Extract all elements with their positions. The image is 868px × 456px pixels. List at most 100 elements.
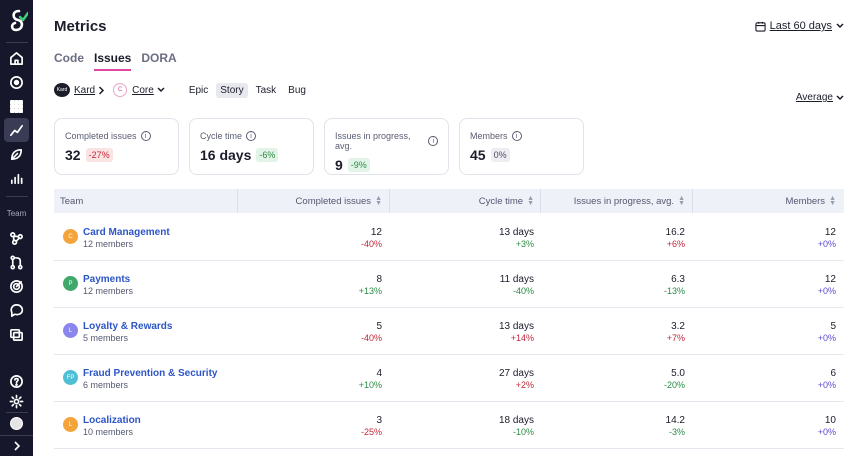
members-cell: 10 +0% — [817, 415, 836, 437]
aggregation-label: Average — [795, 92, 833, 103]
issue-type-epic[interactable]: Epic — [188, 84, 209, 96]
metric-delta: 0% — [490, 148, 510, 162]
team-member-count: 12 members — [83, 286, 134, 296]
table-row[interactable]: C Card Management 12 members 12 -40% 13 d… — [54, 214, 844, 261]
completed-cell: 12 -40% — [360, 227, 382, 249]
team-badge: C — [113, 83, 128, 97]
org-logo: Kard — [54, 83, 70, 97]
issue-type-story[interactable]: Story — [216, 82, 248, 98]
metric-value: 9 — [335, 157, 343, 173]
sidebar-divider — [6, 196, 28, 197]
page-title: Metrics — [54, 18, 107, 35]
column-header-in-progress[interactable]: Issues in progress, avg. ▲ ▼ — [573, 195, 685, 207]
team-avatar: P — [63, 276, 78, 291]
team-selector[interactable]: Core — [132, 84, 154, 96]
team-member-count: 6 members — [83, 380, 129, 390]
table-row[interactable]: FP Fraud Prevention & Security 6 members… — [54, 355, 844, 402]
org-breadcrumb[interactable]: Kard — [74, 84, 96, 96]
metric-card-members: Members i 45 0% — [459, 118, 584, 175]
members-cell: 5 +0% — [817, 321, 836, 343]
home-icon[interactable] — [8, 50, 25, 67]
column-header-completed[interactable]: Completed issues ▲ ▼ — [295, 195, 382, 207]
info-icon[interactable]: i — [246, 131, 257, 141]
team-member-count: 5 members — [83, 333, 129, 343]
column-divider — [540, 189, 541, 213]
table-row[interactable]: L Localization 10 members 3 -25% 18 days -… — [54, 402, 844, 449]
issue-type-bug[interactable]: Bug — [288, 84, 306, 96]
column-header-cycle-time[interactable]: Cycle time ▲ ▼ — [478, 195, 534, 207]
completed-cell: 5 -40% — [360, 321, 382, 343]
column-divider — [692, 189, 693, 213]
table-row[interactable]: L Loyalty & Rewards 5 members 5 -40% 13 d… — [54, 308, 844, 355]
metric-value: 16 days — [200, 147, 252, 163]
info-icon[interactable]: i — [511, 131, 522, 141]
chevron-down-icon — [836, 94, 844, 100]
team-nodes-icon[interactable] — [8, 230, 25, 247]
info-icon[interactable]: i — [140, 131, 151, 141]
table-row[interactable]: P Payments 12 members 8 +13% 11 days -40% … — [54, 261, 844, 308]
chevron-right-icon — [13, 441, 20, 451]
team-name-link[interactable]: Payments — [83, 274, 131, 285]
radar-icon[interactable] — [8, 278, 25, 295]
windows-icon[interactable] — [8, 326, 25, 343]
aggregation-selector[interactable]: Average — [796, 92, 844, 103]
cycle-time-cell: 27 days +2% — [498, 368, 534, 390]
chevron-down-icon — [836, 23, 844, 29]
column-divider — [237, 189, 238, 213]
issue-type-filter: Epic Story Task Bug — [185, 82, 310, 98]
in-progress-cell: 5.0 -20% — [663, 368, 685, 390]
team-name-link[interactable]: Card Management — [83, 227, 170, 238]
metric-delta: -9% — [347, 158, 370, 172]
column-header-members[interactable]: Members ▲ ▼ — [785, 195, 836, 207]
cycle-time-cell: 18 days -10% — [498, 415, 534, 437]
in-progress-cell: 6.3 -13% — [663, 274, 685, 296]
calendar-icon — [754, 21, 766, 32]
metric-value: 45 — [470, 147, 486, 163]
info-icon[interactable]: i — [428, 136, 438, 146]
expand-sidebar-button[interactable] — [0, 435, 33, 456]
sidebar-divider — [6, 412, 28, 413]
git-merge-icon[interactable] — [8, 254, 25, 271]
leaf-icon[interactable] — [8, 146, 25, 163]
metrics-chart-icon[interactable] — [8, 122, 25, 139]
team-name-link[interactable]: Fraud Prevention & Security — [83, 368, 218, 379]
chevron-down-icon[interactable] — [157, 87, 165, 93]
tab-dora[interactable]: DORA — [141, 51, 177, 65]
members-cell: 12 +0% — [817, 227, 836, 249]
metric-label: Members — [470, 131, 508, 141]
team-avatar: C — [63, 229, 78, 244]
metric-delta: -6% — [256, 148, 279, 162]
team-name-link[interactable]: Localization — [83, 415, 141, 426]
chat-icon[interactable] — [8, 302, 25, 319]
in-progress-cell: 16.2 +6% — [665, 227, 685, 249]
column-header-team[interactable]: Team — [60, 195, 84, 207]
team-member-count: 10 members — [83, 427, 134, 437]
app-logo-icon[interactable] — [6, 8, 28, 34]
in-progress-cell: 3.2 +7% — [666, 321, 685, 343]
tab-issues[interactable]: Issues — [94, 51, 132, 71]
filter-bar: Kard Kard C Core Epic Story Task Bug — [54, 82, 310, 98]
chevron-right-icon — [99, 85, 105, 95]
metric-delta: -27% — [85, 148, 113, 162]
sidebar: Team — [0, 0, 33, 456]
tab-code[interactable]: Code — [54, 51, 84, 65]
metrics-tabs: Code Issues DORA — [54, 51, 177, 71]
team-avatar: FP — [63, 370, 78, 385]
target-icon[interactable] — [8, 74, 25, 91]
table-header: Team Completed issues ▲ ▼ Cycle time ▲ ▼ Iss… — [54, 189, 844, 213]
completed-cell: 3 -25% — [360, 415, 382, 437]
date-range-label: Last 60 days — [769, 20, 832, 32]
cycle-time-cell: 13 days +14% — [498, 321, 534, 343]
issue-type-task[interactable]: Task — [255, 84, 277, 96]
team-name-link[interactable]: Loyalty & Rewards — [83, 321, 173, 332]
sort-icon: ▲ ▼ — [527, 195, 534, 207]
sidebar-section-label: Team — [6, 209, 27, 218]
grid-icon[interactable] — [8, 98, 25, 115]
date-range-selector[interactable]: Last 60 days — [754, 20, 844, 32]
user-avatar[interactable] — [10, 417, 23, 430]
bar-chart-icon[interactable] — [8, 170, 25, 187]
sort-icon: ▲ ▼ — [375, 195, 382, 207]
help-icon[interactable] — [8, 373, 25, 390]
cycle-time-cell: 11 days -40% — [499, 274, 534, 296]
settings-gear-icon[interactable] — [8, 393, 25, 410]
